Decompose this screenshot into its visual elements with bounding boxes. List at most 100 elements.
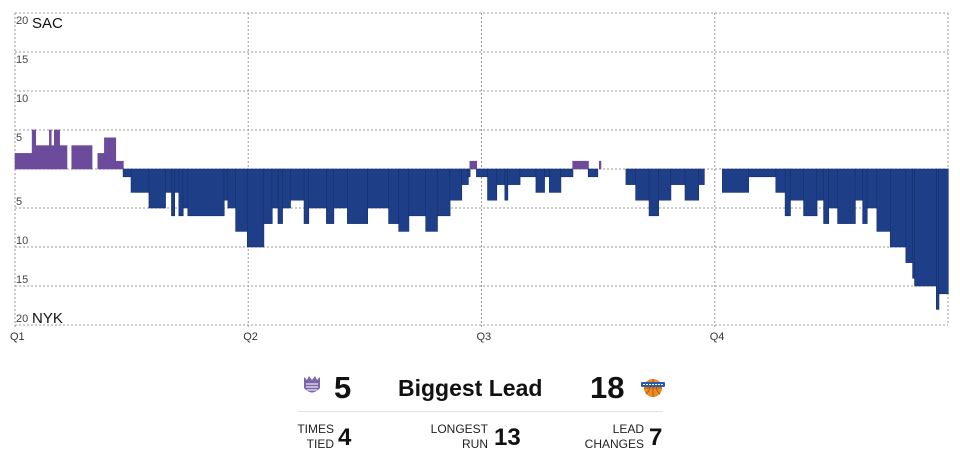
nyk-lead-bar (449, 168, 463, 201)
nyk-lead-bar (905, 168, 914, 263)
x-tick-label: Q4 (710, 331, 725, 343)
divider (298, 411, 663, 412)
biggest-lead-label: Biggest Lead (398, 375, 543, 401)
y-tick-label: 5 (16, 196, 22, 208)
sac-lead-bar (97, 153, 106, 170)
nyk-lead-bar (347, 168, 369, 224)
sac-lead-bar (115, 160, 124, 170)
nyk-lead-bar (235, 168, 248, 232)
nyk-lead-bar (308, 168, 327, 209)
nyk-lead-bar (854, 168, 864, 201)
sac-lead-bar (14, 153, 33, 170)
nyk-lead-bar (182, 168, 189, 209)
nyk-lead-bar (789, 168, 805, 201)
nyk-lead-bar (289, 168, 305, 201)
margin-bars (14, 129, 949, 310)
sac-lead-bar (59, 145, 68, 170)
nyk-lead-bar (828, 168, 839, 209)
nyk-lead-bar (408, 168, 427, 217)
nyk-lead-bar (698, 168, 705, 185)
nyk-lead-bar (303, 168, 310, 224)
nyk-lead-bar (461, 168, 469, 185)
times-tied-label-line2: TIED (306, 437, 334, 451)
nyk-lead-bar (174, 168, 180, 193)
game-summary: 5 Biggest Lead 18 TIMES TIED 4 LONGEST R… (290, 366, 670, 466)
nyk-lead-bar (866, 168, 878, 209)
times-tied-label-line1: TIMES (297, 422, 334, 436)
y-tick-label: 15 (16, 274, 28, 286)
nyk-lead-bar (507, 168, 521, 185)
nyk-lead-bar (670, 168, 686, 185)
nyk-lead-bar (425, 168, 438, 232)
nyk-lead-bar (326, 168, 335, 224)
nyk-lead-bar (549, 168, 562, 193)
nyk-lead-bar (648, 168, 659, 217)
nyk-lead-bar (227, 168, 237, 209)
nyk-lead-bar (122, 168, 132, 178)
sac-lead-bar (35, 145, 51, 170)
longest-run-label-line2: RUN (462, 437, 488, 451)
longest-run-value: 13 (494, 424, 521, 451)
nyk-lead-bar (535, 168, 545, 193)
nyk-lead-bar (333, 168, 348, 209)
team-label-nyk: NYK (32, 310, 63, 327)
nyk-lead-bar (876, 168, 891, 232)
nyk-lead-bar (816, 168, 825, 201)
nyk-lead-bar (775, 168, 786, 193)
lead-changes-label-line2: CHANGES (584, 437, 644, 451)
y-tick-label: 15 (16, 54, 28, 66)
nyk-lead-bar (625, 168, 637, 185)
sac-lead-bar (598, 160, 602, 170)
game-flow-chart: 20 15 10 5 5 10 15 20 SAC NYK Q1 Q2 Q3 Q4 (10, 12, 949, 343)
nyk-biggest-lead: 18 (590, 370, 625, 405)
lead-changes-value: 7 (649, 424, 663, 451)
kings-logo-icon (304, 376, 320, 393)
nyk-lead-bar (476, 168, 489, 178)
nyk-lead-bar (560, 168, 574, 178)
nyk-lead-bar (263, 168, 273, 224)
sac-lead-bar (53, 129, 60, 170)
y-tick-label: 5 (16, 132, 22, 144)
nyk-lead-bar (784, 168, 791, 217)
nyk-lead-bar (467, 168, 471, 178)
nyk-lead-bar (635, 168, 650, 201)
nyk-lead-bar (398, 168, 410, 232)
times-tied-label: TIMES TIED (294, 422, 334, 452)
sac-lead-bar (469, 160, 478, 170)
y-tick-label: 10 (16, 235, 28, 247)
nyk-lead-bar (658, 168, 672, 201)
y-tick-label: 20 (16, 15, 28, 27)
x-tick-label: Q1 (10, 331, 25, 343)
longest-run-label: LONGEST RUN (420, 422, 488, 452)
x-tick-label: Q3 (477, 331, 492, 343)
times-tied-value: 4 (338, 424, 352, 451)
nyk-lead-bar (178, 168, 184, 217)
nyk-lead-bar (938, 168, 949, 295)
nyk-lead-bar (271, 168, 279, 209)
axis-labels: 20 15 10 5 5 10 15 20 SAC NYK Q1 Q2 Q3 Q4 (10, 15, 724, 343)
nyk-lead-bar (367, 168, 390, 209)
sac-lead-bar (572, 160, 589, 170)
nyk-lead-bar (436, 168, 451, 217)
nyk-lead-bar (722, 168, 749, 193)
y-tick-label: 20 (16, 313, 28, 325)
team-label-sac: SAC (32, 15, 63, 32)
nyk-lead-bar (823, 168, 830, 224)
nyk-lead-bar (862, 168, 868, 224)
nyk-lead-bar (587, 168, 599, 178)
nyk-lead-bar (519, 168, 537, 178)
sac-lead-bar (104, 137, 117, 170)
nyk-lead-bar (543, 168, 550, 178)
nyk-lead-bar (277, 168, 283, 224)
nyk-lead-bar (496, 168, 506, 185)
nyk-lead-bar (223, 168, 229, 201)
nyk-lead-bar (130, 168, 150, 193)
nyk-lead-bar (684, 168, 700, 201)
nyk-lead-bar (803, 168, 818, 217)
nyk-lead-bar (487, 168, 498, 201)
nyk-lead-bar (837, 168, 856, 224)
lead-changes-label: LEAD CHANGES (580, 422, 644, 452)
x-tick-label: Q2 (243, 331, 258, 343)
nyk-lead-bar (889, 168, 907, 248)
nyk-lead-bar (246, 168, 265, 248)
